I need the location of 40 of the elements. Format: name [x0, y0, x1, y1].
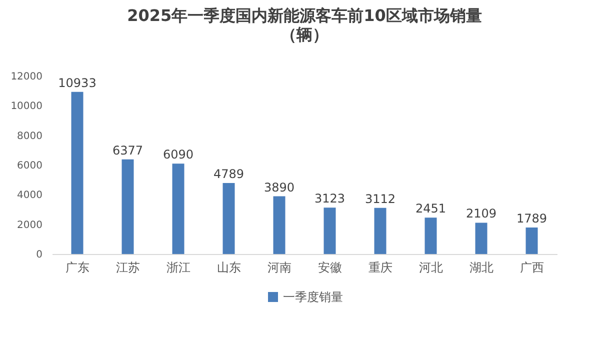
x-tick-label: 重庆 — [368, 260, 392, 274]
data-label: 2451 — [415, 202, 446, 216]
x-tick-label: 广西 — [520, 260, 544, 274]
y-tick-label: 6000 — [17, 160, 42, 172]
bar — [71, 92, 84, 254]
data-label: 6377 — [112, 143, 144, 158]
bar — [424, 218, 437, 254]
x-tick-label: 江苏 — [116, 260, 140, 274]
y-tick-label: 8000 — [17, 130, 42, 142]
y-tick-label: 12000 — [10, 72, 42, 82]
data-label: 10933 — [58, 76, 96, 90]
x-tick-label: 山东 — [216, 260, 241, 274]
data-label: 2109 — [466, 206, 497, 221]
x-tick-label: 广东 — [65, 260, 90, 274]
bar — [122, 159, 134, 254]
y-tick-label: 4000 — [17, 190, 42, 202]
bar — [222, 182, 235, 254]
x-tick-label: 安徽 — [318, 260, 342, 274]
x-tick-label: 河南 — [267, 260, 292, 274]
y-tick-label: 10000 — [10, 101, 42, 112]
x-tick-label: 湖北 — [469, 260, 494, 274]
data-label: 4789 — [213, 166, 244, 181]
bar — [475, 222, 488, 254]
chart-title: 2025年一季度国内新能源客车前10区域市场销量 — [127, 6, 482, 25]
legend-label: 一季度销量 — [283, 290, 343, 304]
y-tick-label: 0 — [36, 250, 42, 260]
y-tick-label: 2000 — [17, 220, 42, 231]
chart-subtitle: （辆） — [280, 25, 328, 44]
data-label: 3890 — [264, 180, 295, 194]
bar — [374, 208, 386, 254]
data-label: 3123 — [314, 192, 346, 206]
bar — [273, 196, 286, 254]
data-label: 1789 — [516, 211, 548, 226]
data-label: 6090 — [162, 148, 194, 162]
bar — [526, 227, 538, 254]
x-tick-label: 河北 — [418, 260, 443, 274]
bar — [324, 208, 336, 254]
data-label: 3112 — [364, 192, 396, 206]
x-tick-label: 浙江 — [166, 260, 190, 274]
bar — [172, 164, 184, 254]
